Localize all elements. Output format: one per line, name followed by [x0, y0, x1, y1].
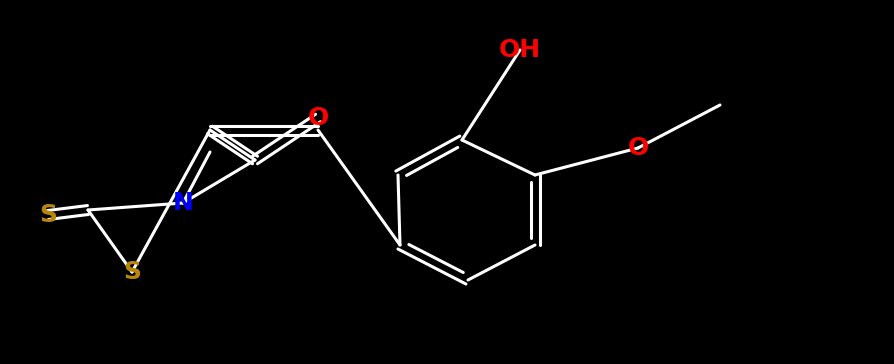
- Text: N: N: [173, 191, 193, 215]
- Text: OH: OH: [499, 38, 541, 62]
- Text: S: S: [39, 203, 57, 227]
- Text: O: O: [308, 106, 329, 130]
- Text: O: O: [628, 136, 649, 160]
- Text: S: S: [123, 260, 141, 284]
